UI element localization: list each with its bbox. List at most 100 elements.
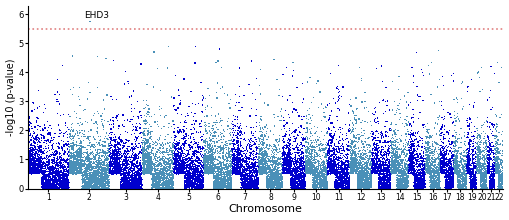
Point [131, 185, 139, 189]
Point [75, 145, 83, 149]
Point [440, 161, 448, 164]
Point [466, 173, 474, 177]
Point [382, 180, 390, 184]
Point [196, 170, 204, 174]
Point [25, 149, 34, 152]
Point [216, 172, 224, 175]
Point [121, 186, 129, 189]
Point [448, 79, 457, 83]
Point [205, 163, 213, 167]
Point [96, 144, 104, 148]
Point [414, 176, 422, 179]
Point [77, 169, 85, 172]
Point [99, 173, 107, 177]
Point [69, 168, 77, 172]
Point [390, 160, 398, 163]
Point [49, 168, 57, 172]
Point [355, 179, 363, 182]
Point [129, 183, 137, 186]
Point [344, 128, 352, 132]
Point [121, 174, 129, 178]
Point [435, 159, 443, 163]
Point [483, 172, 491, 175]
Point [191, 183, 200, 186]
Point [451, 166, 460, 170]
Point [164, 153, 172, 157]
Point [434, 180, 442, 183]
Point [473, 155, 481, 158]
Point [217, 163, 225, 166]
Point [177, 166, 185, 170]
Point [213, 183, 221, 186]
Point [399, 159, 407, 163]
Point [156, 167, 164, 170]
Point [355, 163, 363, 167]
Point [323, 166, 331, 169]
Point [331, 184, 340, 188]
Point [367, 168, 376, 172]
Point [184, 166, 192, 169]
Point [256, 170, 264, 174]
Point [473, 158, 481, 161]
Point [237, 153, 245, 156]
Point [350, 148, 358, 152]
Point [485, 172, 493, 175]
Point [380, 169, 388, 172]
Point [171, 146, 179, 150]
Point [450, 158, 459, 161]
Point [30, 163, 38, 166]
Point [125, 156, 133, 159]
Point [407, 162, 415, 166]
Point [380, 179, 388, 183]
Point [350, 151, 358, 155]
Point [497, 66, 505, 69]
Point [81, 183, 89, 187]
Point [103, 149, 111, 152]
Point [47, 183, 55, 187]
Point [126, 175, 134, 179]
Point [26, 156, 35, 159]
Point [312, 170, 320, 174]
Point [132, 164, 140, 168]
Point [160, 177, 168, 180]
Point [335, 183, 344, 186]
Point [111, 169, 119, 173]
Point [289, 169, 297, 173]
Point [311, 182, 319, 185]
Point [406, 143, 414, 146]
Point [248, 158, 256, 161]
Point [309, 180, 318, 183]
Point [48, 165, 56, 169]
Point [480, 178, 489, 181]
Point [165, 162, 173, 165]
Point [427, 184, 435, 187]
Point [462, 166, 470, 170]
Point [362, 154, 371, 158]
Point [440, 174, 448, 178]
Point [289, 174, 297, 177]
Point [303, 167, 311, 170]
Point [104, 185, 112, 189]
Point [37, 166, 45, 170]
Point [69, 152, 77, 156]
Point [24, 141, 33, 145]
Point [383, 182, 391, 186]
Point [85, 178, 93, 182]
Point [275, 171, 284, 175]
Point [256, 136, 264, 140]
Point [173, 167, 181, 170]
Point [435, 161, 443, 165]
Point [253, 180, 261, 184]
Point [52, 151, 60, 155]
Point [145, 154, 153, 158]
Point [484, 151, 492, 154]
Point [274, 183, 282, 187]
Point [144, 163, 152, 166]
Point [423, 152, 432, 156]
Point [469, 178, 477, 181]
Point [303, 171, 312, 175]
Point [331, 130, 339, 133]
Point [182, 177, 190, 181]
Point [224, 186, 233, 189]
Point [77, 172, 86, 175]
